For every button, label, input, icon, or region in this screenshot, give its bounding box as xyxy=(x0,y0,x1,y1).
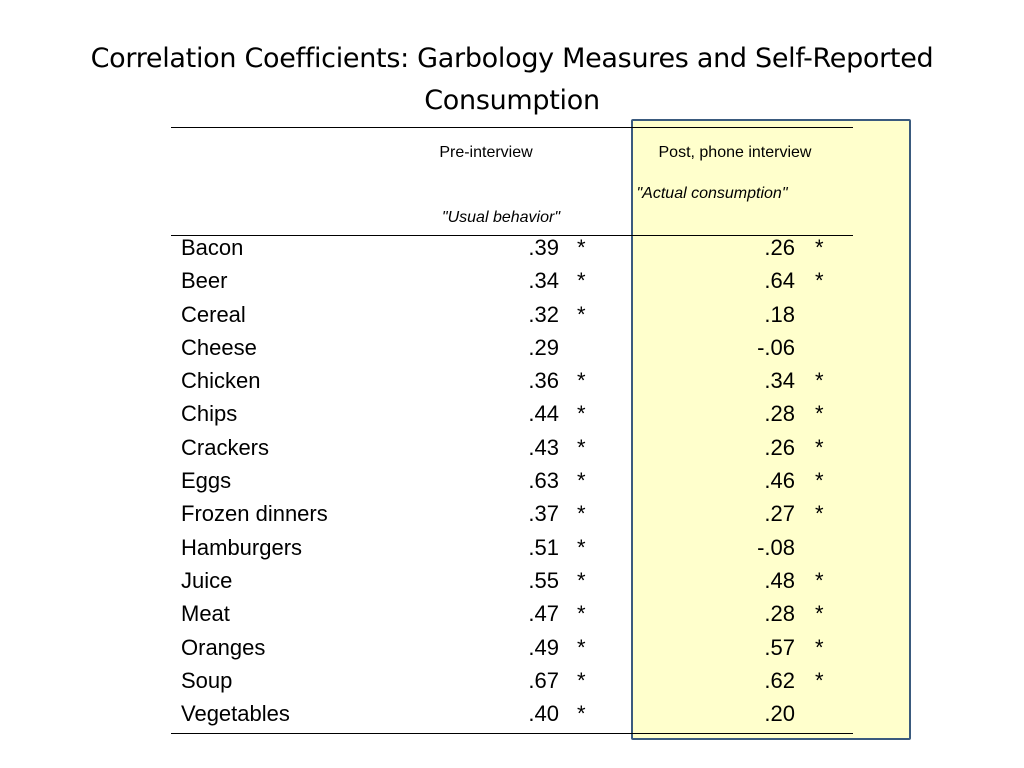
pre-interview-value: .67 xyxy=(528,667,559,693)
post-significance-mark: * xyxy=(815,368,824,394)
pre-interview-value: .34 xyxy=(528,268,559,294)
post-interview-value: .34 xyxy=(764,368,795,394)
item-label: Chips xyxy=(181,401,238,427)
item-label: Frozen dinners xyxy=(181,501,328,527)
table-bottom-rule xyxy=(171,733,853,734)
post-interview-value: .20 xyxy=(764,701,795,727)
pre-interview-value: .37 xyxy=(528,501,559,527)
pre-significance-mark: * xyxy=(577,235,586,260)
table-row: Oranges .49 * .57 * xyxy=(0,632,1024,665)
slide-title: Correlation Coefficients: Garbology Meas… xyxy=(90,43,934,116)
post-interview-value: .26 xyxy=(764,235,795,260)
post-interview-value: .48 xyxy=(764,567,795,593)
item-label: Oranges xyxy=(181,634,266,660)
header-rule xyxy=(171,235,853,236)
pre-significance-mark: * xyxy=(577,434,586,460)
post-interview-value: .26 xyxy=(764,434,795,460)
table-row: Crackers .43 * .26 * xyxy=(0,432,1024,465)
post-significance-mark: * xyxy=(815,634,824,660)
item-label: Eggs xyxy=(181,468,232,494)
pre-significance-mark: * xyxy=(577,701,586,727)
item-label: Hamburgers xyxy=(181,534,303,560)
post-significance-mark: * xyxy=(815,401,824,427)
post-significance-mark: * xyxy=(815,235,824,260)
pre-significance-mark: * xyxy=(577,268,586,294)
pre-interview-value: .49 xyxy=(528,634,559,660)
item-label: Vegetables xyxy=(181,701,290,727)
post-interview-value: .28 xyxy=(764,601,795,627)
table-row: Hamburgers .51 * -.08 xyxy=(0,532,1024,565)
item-label: Cereal xyxy=(181,301,246,327)
post-significance-mark: * xyxy=(815,501,824,527)
table-row: Chicken .36 * .34 * xyxy=(0,365,1024,398)
item-label: Beer xyxy=(181,268,228,294)
post-interview-value: .27 xyxy=(764,501,795,527)
post-significance-mark: * xyxy=(815,434,824,460)
post-significance-mark: * xyxy=(815,268,824,294)
pre-significance-mark: * xyxy=(577,601,586,627)
table-row: Bacon .39 * .26 * xyxy=(0,232,1024,265)
item-label: Juice xyxy=(181,567,233,593)
table-row: Eggs .63 * .46 * xyxy=(0,465,1024,498)
correlation-table-body: Bacon .39 * .26 * Beer .34 * .64 * Cereal .32 * .18 Ch… xyxy=(0,232,1024,731)
table-row: Meat .47 * .28 * xyxy=(0,598,1024,631)
table-row: Juice .55 * .48 * xyxy=(0,565,1024,598)
pre-significance-mark: * xyxy=(577,634,586,660)
pre-interview-value: .44 xyxy=(528,401,559,427)
post-interview-value: -.06 xyxy=(757,334,795,360)
table-row: Vegetables .40 * .20 xyxy=(0,698,1024,731)
post-interview-value: .64 xyxy=(764,268,795,294)
item-label: Bacon xyxy=(181,235,244,260)
pre-interview-value: .47 xyxy=(528,601,559,627)
post-interview-value: .62 xyxy=(764,667,795,693)
pre-interview-value: .43 xyxy=(528,434,559,460)
table-row: Beer .34 * .64 * xyxy=(0,265,1024,298)
post-interview-value: .28 xyxy=(764,401,795,427)
subheader-actual-consumption: "Actual consumption" xyxy=(636,185,788,202)
item-label: Cheese xyxy=(181,334,257,360)
item-label: Chicken xyxy=(181,368,261,394)
header-pre-interview: Pre-interview xyxy=(439,144,533,161)
post-interview-value: .18 xyxy=(764,301,795,327)
post-significance-mark: * xyxy=(815,667,824,693)
pre-significance-mark: * xyxy=(577,567,586,593)
post-interview-value: .57 xyxy=(764,634,795,660)
table-row: Chips .44 * .28 * xyxy=(0,398,1024,431)
table-row: Cheese .29 -.06 xyxy=(0,332,1024,365)
pre-significance-mark: * xyxy=(577,368,586,394)
pre-significance-mark: * xyxy=(577,301,586,327)
post-significance-mark: * xyxy=(815,468,824,494)
post-significance-mark: * xyxy=(815,601,824,627)
pre-significance-mark: * xyxy=(577,501,586,527)
pre-significance-mark: * xyxy=(577,534,586,560)
pre-interview-value: .40 xyxy=(528,701,559,727)
item-label: Soup xyxy=(181,667,233,693)
pre-interview-value: .32 xyxy=(528,301,559,327)
pre-interview-value: .63 xyxy=(528,468,559,494)
pre-significance-mark: * xyxy=(577,468,586,494)
pre-significance-mark: * xyxy=(577,667,586,693)
post-significance-mark: * xyxy=(815,567,824,593)
item-label: Crackers xyxy=(181,434,270,460)
item-label: Meat xyxy=(181,601,230,627)
pre-interview-value: .36 xyxy=(528,368,559,394)
header-post-interview: Post, phone interview xyxy=(658,144,812,161)
pre-interview-value: .39 xyxy=(528,235,559,260)
post-column-highlight xyxy=(631,119,911,740)
subheader-usual-behavior: "Usual behavior" xyxy=(441,209,560,226)
pre-significance-mark: * xyxy=(577,401,586,427)
table-row: Frozen dinners .37 * .27 * xyxy=(0,498,1024,531)
post-interview-value: .46 xyxy=(764,468,795,494)
pre-interview-value: .51 xyxy=(528,534,559,560)
table-row: Cereal .32 * .18 xyxy=(0,299,1024,332)
table-row: Soup .67 * .62 * xyxy=(0,665,1024,698)
pre-interview-value: .55 xyxy=(528,567,559,593)
pre-interview-value: .29 xyxy=(528,334,559,360)
post-interview-value: -.08 xyxy=(757,534,795,560)
table-top-rule xyxy=(171,127,853,128)
